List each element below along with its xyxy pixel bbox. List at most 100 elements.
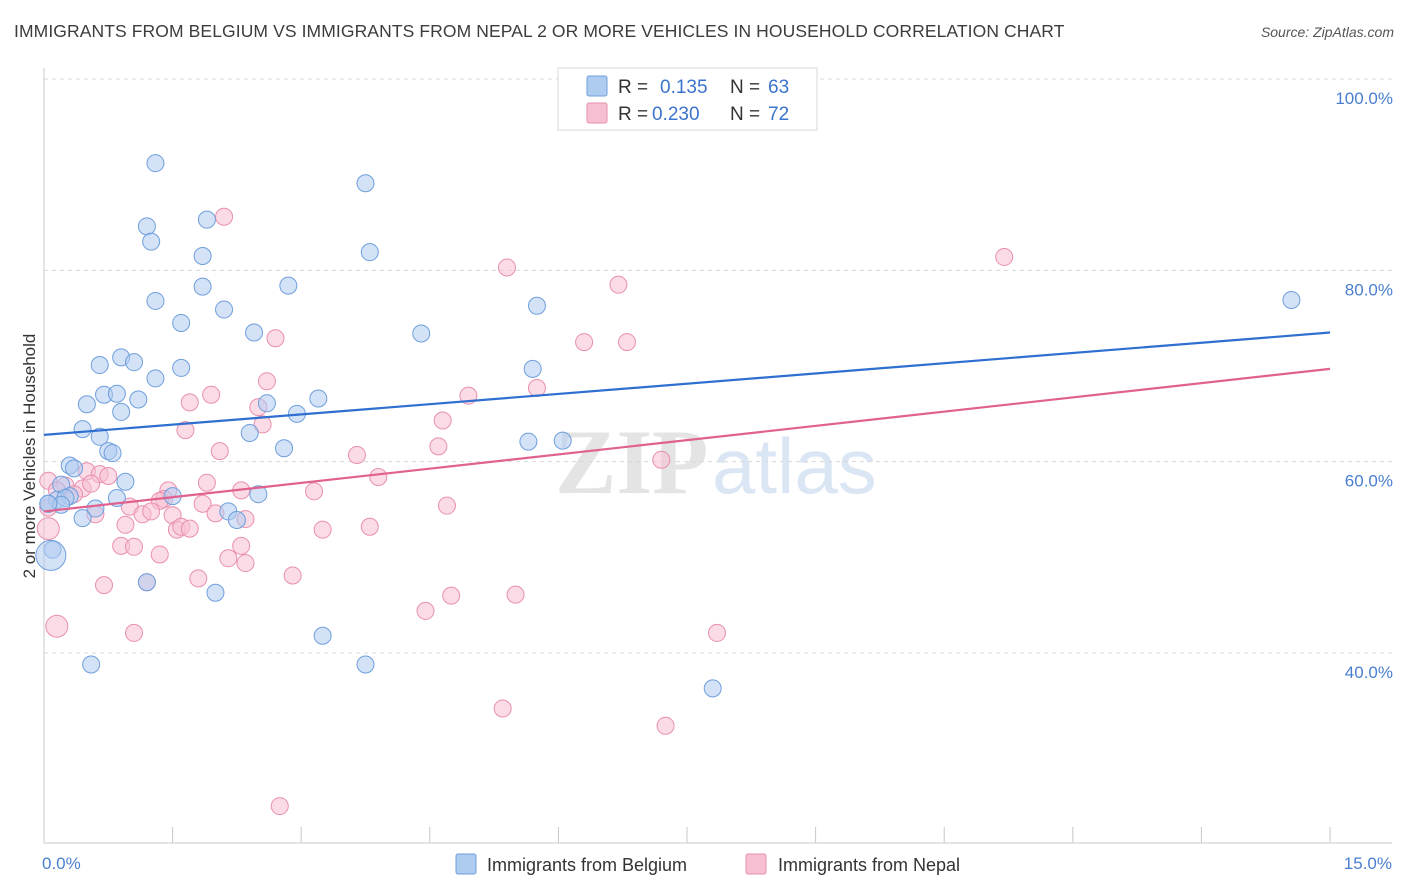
- nepal-point: [197, 473, 216, 492]
- nepal-point: [656, 716, 675, 735]
- source-label: Source: ZipAtlas.com: [1260, 24, 1394, 40]
- x-tick-label-max: 15.0%: [1344, 854, 1392, 873]
- belgium-point: [73, 420, 92, 439]
- x-ticks: [43, 827, 1331, 843]
- belgium-points: [35, 154, 1301, 698]
- belgium-point: [240, 423, 259, 442]
- legend-n-value-nepal: 72: [768, 104, 789, 125]
- nepal-point: [313, 520, 332, 539]
- nepal-point: [193, 494, 212, 513]
- belgium-point: [1282, 290, 1301, 309]
- nepal-point: [125, 537, 144, 556]
- axes: [43, 68, 1392, 844]
- nepal-point: [189, 569, 208, 588]
- nepal-point: [609, 275, 628, 294]
- belgium-point: [146, 369, 165, 388]
- nepal-point: [347, 445, 366, 464]
- belgium-point: [82, 655, 101, 674]
- nepal-point: [506, 585, 525, 604]
- nepal-point: [360, 517, 379, 536]
- belgium-point: [309, 389, 328, 408]
- belgium-point: [193, 246, 212, 265]
- nepal-point: [433, 411, 452, 430]
- belgium-point: [356, 174, 375, 193]
- nepal-point: [210, 442, 229, 461]
- belgium-point: [197, 210, 216, 229]
- legend-n-value-belgium: 63: [768, 77, 789, 98]
- belgium-point: [313, 626, 332, 645]
- nepal-point: [36, 517, 60, 541]
- y-tick-label-80: 80.0%: [1345, 280, 1393, 299]
- nepal-point: [215, 207, 234, 226]
- legend-swatch-belgium: [586, 75, 608, 97]
- nepal-point: [116, 515, 135, 534]
- nepal-point: [270, 797, 289, 816]
- belgium-point: [146, 291, 165, 310]
- nepal-point: [527, 379, 546, 398]
- bottom-legend-swatch-nepal: [745, 853, 767, 875]
- belgium-point: [172, 358, 191, 377]
- belgium-point: [107, 384, 126, 403]
- belgium-point: [103, 444, 122, 463]
- nepal-point: [493, 699, 512, 718]
- belgium-point: [146, 154, 165, 173]
- nepal-point: [253, 415, 272, 434]
- belgium-point: [703, 679, 722, 698]
- bottom-legend-label-belgium: Immigrants from Belgium: [487, 855, 687, 875]
- y-tick-label-40: 40.0%: [1345, 663, 1393, 682]
- nepal-point: [575, 333, 594, 352]
- trend-lines: [43, 331, 1331, 513]
- nepal-point: [617, 333, 636, 352]
- belgium-point: [35, 539, 67, 571]
- belgium-point: [245, 323, 264, 342]
- nepal-point: [236, 554, 255, 573]
- nepal-point: [219, 549, 238, 568]
- belgium-point: [65, 459, 84, 478]
- belgium-point: [249, 485, 268, 504]
- chart-title: IMMIGRANTS FROM BELGIUM VS IMMIGRANTS FR…: [14, 21, 1065, 41]
- bottom-legend-swatch-belgium: [455, 853, 477, 875]
- belgium-point: [227, 511, 246, 530]
- belgium-point: [125, 353, 144, 372]
- nepal-point: [437, 496, 456, 515]
- belgium-point: [356, 655, 375, 674]
- belgium-point: [90, 356, 109, 375]
- belgium-point: [523, 359, 542, 378]
- belgium-point: [172, 313, 191, 332]
- legend-r-label-nepal: R =: [618, 104, 648, 125]
- nepal-point: [99, 467, 118, 486]
- nepal-point: [176, 421, 195, 440]
- nepal-point: [257, 372, 276, 391]
- nepal-point: [283, 566, 302, 585]
- belgium-point: [116, 472, 135, 491]
- belgium-point: [142, 232, 161, 251]
- nepal-point: [95, 576, 114, 595]
- belgium-point: [193, 277, 212, 296]
- watermark-atlas: atlas: [712, 422, 877, 510]
- nepal-point: [497, 258, 516, 277]
- belgium-point: [90, 427, 109, 446]
- nepal-point: [180, 393, 199, 412]
- belgium-point: [279, 276, 298, 295]
- nepal-point: [125, 623, 144, 642]
- y-tick-label-100: 100.0%: [1335, 89, 1393, 108]
- y-tick-label-60: 60.0%: [1345, 472, 1393, 491]
- belgium-point: [137, 217, 156, 236]
- nepal-point: [82, 474, 101, 493]
- belgium-point: [360, 243, 379, 262]
- belgium-point: [553, 431, 572, 450]
- nepal-points: [36, 207, 1014, 816]
- nepal-point: [416, 601, 435, 620]
- belgium-point: [527, 296, 546, 315]
- legend-r-value-nepal: 0.230: [652, 104, 700, 125]
- belgium-point: [206, 583, 225, 602]
- bottom-legend-label-nepal: Immigrants from Nepal: [778, 855, 960, 875]
- nepal-point: [180, 519, 199, 538]
- legend-n-label-nepal: N =: [730, 104, 760, 125]
- nepal-point: [429, 437, 448, 456]
- x-tick-label-min: 0.0%: [42, 854, 81, 873]
- nepal-point: [232, 536, 251, 555]
- belgium-point: [77, 395, 96, 414]
- belgium-point: [112, 402, 131, 421]
